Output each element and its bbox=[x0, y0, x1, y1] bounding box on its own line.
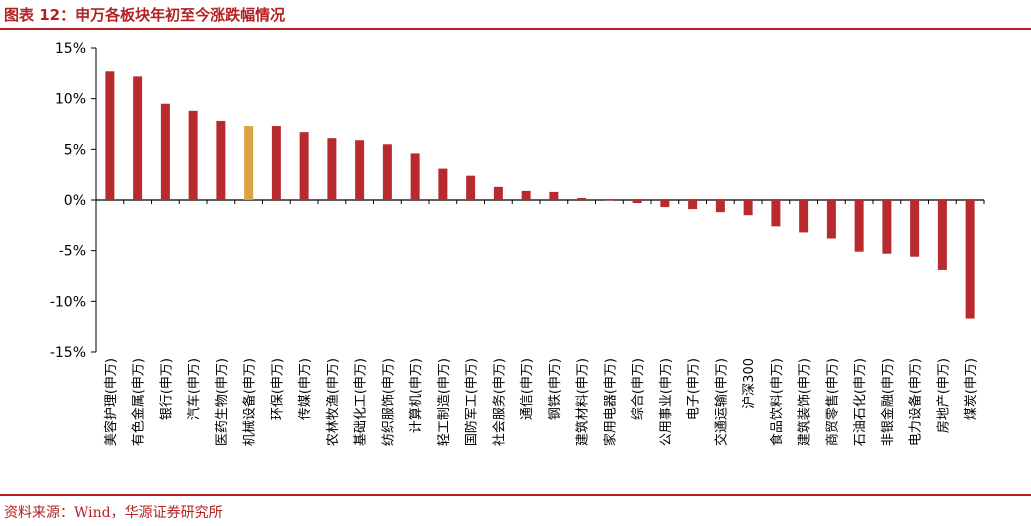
x-category-label: 房地产(申万) bbox=[935, 358, 951, 433]
x-category-label: 建筑装饰(申万) bbox=[797, 358, 813, 446]
x-category-label: 医药生物(申万) bbox=[215, 358, 230, 446]
x-category-label: 电子(申万) bbox=[687, 358, 702, 420]
x-category-label: 环保(申万) bbox=[270, 358, 285, 420]
bar-20 bbox=[660, 200, 670, 208]
bar-0 bbox=[105, 71, 115, 200]
bar-10 bbox=[382, 144, 392, 200]
x-category-label: 轻工制造(申万) bbox=[437, 358, 452, 446]
bar-21 bbox=[688, 200, 698, 210]
footer-rule bbox=[0, 494, 1031, 496]
bar-7 bbox=[299, 132, 309, 200]
x-category-label: 机械设备(申万) bbox=[242, 358, 258, 446]
y-tick-label: 0% bbox=[64, 193, 86, 209]
x-category-label: 国防军工(申万) bbox=[464, 358, 480, 446]
bar-13 bbox=[466, 175, 476, 200]
y-axis-group: 15% 10% 5% 0% -5% -10% -15% bbox=[50, 41, 985, 361]
bar-26 bbox=[826, 200, 836, 239]
x-category-label: 计算机(申万) bbox=[409, 358, 424, 433]
x-labels-group: 美容护理(申万) 有色金属(申万) 银行(申万) 汽车(申万) 医药生物(申万) 机械设备… bbox=[103, 358, 979, 446]
chart-header: 图表 12：申万各板块年初至今涨跌幅情况 bbox=[0, 0, 1031, 28]
y-tick-label: 15% bbox=[55, 41, 86, 57]
x-category-label: 公用事业(申万) bbox=[659, 358, 674, 446]
bar-8 bbox=[327, 138, 337, 200]
bar-9 bbox=[355, 140, 365, 200]
bar-25 bbox=[799, 200, 809, 233]
y-tick-label: 5% bbox=[64, 142, 86, 158]
x-category-label: 通信(申万) bbox=[520, 358, 535, 420]
source-note: 资料来源：Wind，华源证券研究所 bbox=[4, 505, 223, 521]
bar-22 bbox=[715, 200, 725, 213]
bar-11 bbox=[410, 153, 420, 200]
x-category-label: 基础化工(申万) bbox=[354, 358, 369, 446]
x-category-label: 美容护理(申万) bbox=[103, 358, 119, 446]
x-category-label: 纺织服饰(申万) bbox=[381, 358, 396, 446]
bar-31 bbox=[965, 200, 975, 319]
figure-title: 图表 12：申万各板块年初至今涨跌幅情况 bbox=[4, 6, 286, 24]
bar-2 bbox=[160, 103, 170, 200]
bar-17 bbox=[577, 197, 587, 200]
bar-5 bbox=[244, 126, 254, 200]
x-category-label: 食品饮料(申万) bbox=[769, 358, 785, 446]
bar-15 bbox=[521, 190, 531, 200]
bar-6 bbox=[271, 126, 281, 200]
x-category-label: 社会服务(申万) bbox=[491, 358, 507, 446]
bar-30 bbox=[937, 200, 947, 270]
x-category-label: 沪深300 bbox=[741, 358, 757, 409]
bar-14 bbox=[493, 186, 503, 200]
bar-18 bbox=[604, 200, 614, 201]
x-category-label: 汽车(申万) bbox=[186, 358, 202, 420]
bar-12 bbox=[438, 168, 448, 200]
y-tick-label: -10% bbox=[50, 294, 86, 310]
x-category-label: 钢铁(申万) bbox=[548, 358, 563, 420]
bar-23 bbox=[743, 200, 753, 216]
x-category-label: 综合(申万) bbox=[631, 358, 646, 420]
x-category-label: 电力设备(申万) bbox=[908, 358, 924, 446]
bar-29 bbox=[910, 200, 920, 257]
x-category-label: 建筑材料(申万) bbox=[575, 358, 591, 446]
x-category-label: 商贸零售(申万) bbox=[824, 358, 840, 446]
bar-3 bbox=[188, 110, 198, 200]
x-category-label: 石油石化(申万) bbox=[853, 358, 868, 446]
bars-group bbox=[105, 71, 975, 319]
x-category-label: 银行(申万) bbox=[159, 358, 174, 420]
bar-16 bbox=[549, 191, 559, 200]
bar-chart: 15% 10% 5% 0% -5% -10% -15% 美容护理(申万) 有色金属(申万) 银行… bbox=[50, 41, 985, 446]
bar-27 bbox=[854, 200, 864, 252]
x-category-label: 交通运输(申万) bbox=[713, 358, 729, 446]
y-tick-label: -15% bbox=[50, 345, 86, 361]
bar-4 bbox=[216, 120, 226, 200]
bar-1 bbox=[133, 76, 143, 200]
x-category-label: 非银金融(申万) bbox=[880, 358, 896, 446]
x-category-label: 传媒(申万) bbox=[298, 358, 313, 420]
x-category-label: 农林牧渔(申万) bbox=[326, 358, 341, 446]
x-category-label: 家用电器(申万) bbox=[602, 358, 618, 446]
y-tick-label: -5% bbox=[59, 244, 86, 260]
title-rule bbox=[0, 28, 1031, 30]
bar-19 bbox=[632, 200, 642, 204]
y-tick-label: 10% bbox=[55, 92, 86, 108]
bar-24 bbox=[771, 200, 781, 227]
bar-28 bbox=[882, 200, 892, 254]
x-category-label: 有色金属(申万) bbox=[131, 358, 147, 446]
x-category-label: 煤炭(申万) bbox=[964, 358, 979, 420]
